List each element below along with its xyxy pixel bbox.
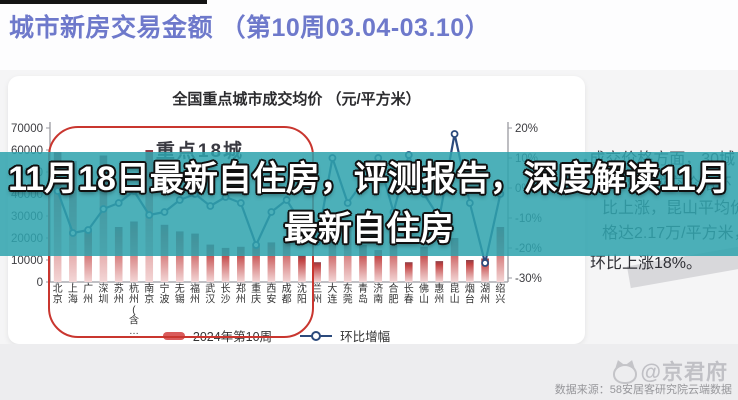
left-axis-tick-label: 0 [37,277,43,289]
x-axis-label: 东莞 [343,282,353,306]
x-axis-label: 昆山 [450,283,460,306]
x-axis-label: 福州 [190,282,200,306]
bar [175,231,184,282]
x-axis-label: 长沙 [221,283,231,306]
bar [328,236,337,282]
x-axis-label: 深圳 [98,283,108,306]
insight-line: 环比上涨18%。 [590,255,703,272]
bar [435,261,444,282]
line-legend-label: 环比增幅 [340,330,391,344]
x-axis-label: 合肥 [389,282,399,306]
bar [481,258,489,282]
cat-icon [612,364,637,384]
x-axis-label: 重庆 [251,282,261,306]
x-axis-label: 成都 [282,283,292,306]
x-axis-label: 佛山 [419,282,429,306]
watermark: @京君府 [612,356,728,386]
x-axis-label: 无锡 [175,284,185,306]
bar [298,255,306,282]
x-axis-label: 惠州 [434,282,444,306]
x-axis-label: 沈阳 [297,282,307,306]
page-title: 城市新房交易金额 （第10周03.04-03.10） [9,14,491,42]
x-axis-label: 武汉 [205,282,215,306]
x-axis-label: 郑州 [236,282,246,306]
x-axis-label: 苏州 [114,282,124,306]
left-axis-tick-label: 10000 [11,255,43,267]
right-axis-tick-label: -30% [515,273,542,285]
x-axis-label: 兰州 [312,282,322,306]
bar [282,235,291,282]
data-source-text: 数据来源：58安居客研究院云端数据 [554,384,732,396]
x-axis-label: 北京 [53,283,63,306]
line-legend-marker [300,330,333,341]
data-point-marker [481,259,490,267]
x-axis-label: 烟台 [465,282,475,306]
x-axis-label: 湖州 [480,283,490,306]
x-axis-label: 绍兴 [495,282,505,306]
top-strip [0,0,738,70]
data-point-marker [450,130,459,138]
x-axis-label: 宁波 [160,282,170,306]
bar [359,245,367,282]
x-axis-label: 南京 [144,282,154,306]
bar [420,246,428,282]
x-axis-label: 杭州(含… [129,282,139,337]
bar [267,242,276,282]
bar [313,262,321,282]
bar [206,244,215,282]
left-axis-tick-label: 70000 [11,123,43,135]
x-axis-label: 广州 [83,283,93,306]
bar [191,233,199,282]
bar [404,262,413,282]
window-edge-bar [0,0,207,4]
x-axis-label: 上海 [68,283,78,306]
chart-title: 全国重点城市成交均价 （元/平方米） [172,91,421,108]
headline-overlay-band: 11月18日最新自住房，评测报告，深度解读11月 最新自住房 [0,152,738,256]
x-axis-label: 大连 [327,282,337,306]
x-axis-label: 长春 [404,283,414,306]
headline-line-2: 最新自住房 [284,210,454,248]
bar [389,235,398,282]
x-axis-label: 济南 [373,282,383,306]
right-axis-tick-label: 20% [515,123,538,135]
x-axis-label: 西安 [266,284,276,306]
bar [221,247,230,282]
watermark-text: @京君府 [640,361,728,384]
bar [252,243,260,282]
bar [466,260,474,282]
bar [374,250,383,282]
bar [450,238,459,282]
bar [84,230,92,282]
x-axis-label: 青岛 [358,282,368,306]
bar [237,246,245,282]
headline-line-1: 11月18日最新自住房，评测报告，深度解读11月 [8,160,730,198]
chart-legend: 2024年第10周 环比增幅 [0,326,565,345]
bar-legend-swatch [162,331,185,340]
bar-legend-label: 2024年第10周 [192,330,273,344]
